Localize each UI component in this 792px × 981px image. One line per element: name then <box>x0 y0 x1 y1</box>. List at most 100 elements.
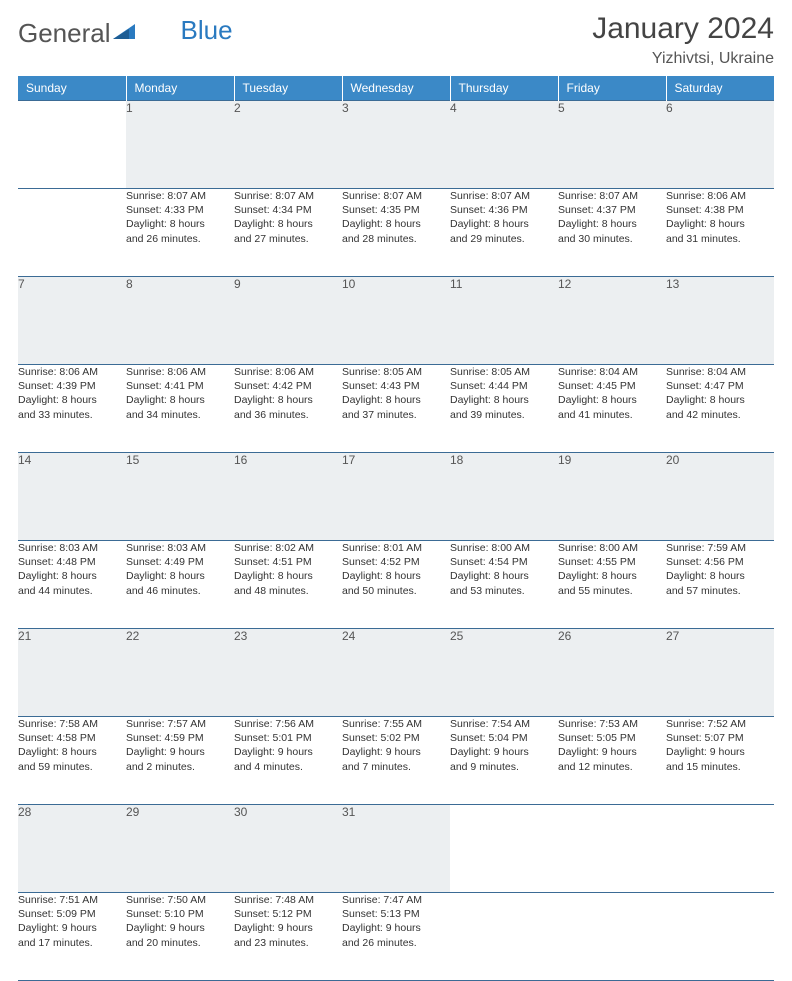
sunrise-text: Sunrise: 8:06 AM <box>126 365 234 379</box>
daylight-text-2: and 33 minutes. <box>18 408 126 422</box>
daylight-text-1: Daylight: 8 hours <box>666 217 774 231</box>
daylight-text-1: Daylight: 9 hours <box>558 745 666 759</box>
daylight-text-1: Daylight: 8 hours <box>558 569 666 583</box>
day-cell: Sunrise: 8:01 AMSunset: 4:52 PMDaylight:… <box>342 541 450 629</box>
sunrise-text: Sunrise: 8:01 AM <box>342 541 450 555</box>
daylight-text-1: Daylight: 8 hours <box>450 569 558 583</box>
weekday-header: Sunday <box>18 76 126 101</box>
weekday-header: Wednesday <box>342 76 450 101</box>
day-cell: Sunrise: 8:04 AMSunset: 4:47 PMDaylight:… <box>666 365 774 453</box>
sunset-text: Sunset: 4:34 PM <box>234 203 342 217</box>
daylight-text-1: Daylight: 8 hours <box>234 217 342 231</box>
daylight-text-1: Daylight: 8 hours <box>18 393 126 407</box>
daylight-text-2: and 39 minutes. <box>450 408 558 422</box>
sunrise-text: Sunrise: 8:04 AM <box>558 365 666 379</box>
sunset-text: Sunset: 4:49 PM <box>126 555 234 569</box>
day-cell: Sunrise: 8:07 AMSunset: 4:35 PMDaylight:… <box>342 189 450 277</box>
sunrise-text: Sunrise: 8:03 AM <box>18 541 126 555</box>
day-cell: Sunrise: 8:05 AMSunset: 4:43 PMDaylight:… <box>342 365 450 453</box>
weekday-header: Saturday <box>666 76 774 101</box>
day-number: 25 <box>450 629 558 717</box>
day-cell: Sunrise: 8:06 AMSunset: 4:42 PMDaylight:… <box>234 365 342 453</box>
day-number: 1 <box>126 101 234 189</box>
sunset-text: Sunset: 4:58 PM <box>18 731 126 745</box>
sunset-text: Sunset: 4:33 PM <box>126 203 234 217</box>
day-number: 29 <box>126 805 234 893</box>
sunset-text: Sunset: 4:43 PM <box>342 379 450 393</box>
brand-text-1: General <box>18 18 111 49</box>
brand-text-2: Blue <box>181 15 233 46</box>
daylight-text-2: and 26 minutes. <box>126 232 234 246</box>
day-number <box>18 101 126 189</box>
day-cell: Sunrise: 8:03 AMSunset: 4:49 PMDaylight:… <box>126 541 234 629</box>
day-cell: Sunrise: 8:02 AMSunset: 4:51 PMDaylight:… <box>234 541 342 629</box>
day-number: 8 <box>126 277 234 365</box>
daylight-text-2: and 46 minutes. <box>126 584 234 598</box>
day-cell: Sunrise: 8:04 AMSunset: 4:45 PMDaylight:… <box>558 365 666 453</box>
sunset-text: Sunset: 4:37 PM <box>558 203 666 217</box>
sunrise-text: Sunrise: 8:06 AM <box>18 365 126 379</box>
daylight-text-2: and 17 minutes. <box>18 936 126 950</box>
day-cell: Sunrise: 8:00 AMSunset: 4:55 PMDaylight:… <box>558 541 666 629</box>
day-cell: Sunrise: 8:07 AMSunset: 4:37 PMDaylight:… <box>558 189 666 277</box>
sunrise-text: Sunrise: 8:04 AM <box>666 365 774 379</box>
daylight-text-2: and 31 minutes. <box>666 232 774 246</box>
day-number: 27 <box>666 629 774 717</box>
sunset-text: Sunset: 5:04 PM <box>450 731 558 745</box>
day-cell: Sunrise: 7:54 AMSunset: 5:04 PMDaylight:… <box>450 717 558 805</box>
daylight-text-1: Daylight: 8 hours <box>18 745 126 759</box>
day-cell: Sunrise: 7:51 AMSunset: 5:09 PMDaylight:… <box>18 893 126 981</box>
sunset-text: Sunset: 5:02 PM <box>342 731 450 745</box>
daylight-text-2: and 48 minutes. <box>234 584 342 598</box>
sunset-text: Sunset: 4:44 PM <box>450 379 558 393</box>
day-number: 4 <box>450 101 558 189</box>
day-cell: Sunrise: 8:03 AMSunset: 4:48 PMDaylight:… <box>18 541 126 629</box>
day-number: 14 <box>18 453 126 541</box>
sunrise-text: Sunrise: 7:55 AM <box>342 717 450 731</box>
daylight-text-2: and 50 minutes. <box>342 584 450 598</box>
daylight-text-1: Daylight: 8 hours <box>126 569 234 583</box>
daylight-text-2: and 34 minutes. <box>126 408 234 422</box>
day-number: 12 <box>558 277 666 365</box>
sunset-text: Sunset: 4:45 PM <box>558 379 666 393</box>
daylight-text-1: Daylight: 9 hours <box>18 921 126 935</box>
day-cell: Sunrise: 7:53 AMSunset: 5:05 PMDaylight:… <box>558 717 666 805</box>
day-number: 31 <box>342 805 450 893</box>
day-cell: Sunrise: 7:58 AMSunset: 4:58 PMDaylight:… <box>18 717 126 805</box>
day-cell: Sunrise: 7:52 AMSunset: 5:07 PMDaylight:… <box>666 717 774 805</box>
daylight-text-1: Daylight: 8 hours <box>342 569 450 583</box>
daylight-text-2: and 27 minutes. <box>234 232 342 246</box>
sunrise-text: Sunrise: 7:50 AM <box>126 893 234 907</box>
day-cell: Sunrise: 8:06 AMSunset: 4:41 PMDaylight:… <box>126 365 234 453</box>
day-cell: Sunrise: 7:50 AMSunset: 5:10 PMDaylight:… <box>126 893 234 981</box>
daylight-text-2: and 53 minutes. <box>450 584 558 598</box>
daylight-text-1: Daylight: 8 hours <box>126 393 234 407</box>
day-number: 3 <box>342 101 450 189</box>
sunset-text: Sunset: 4:42 PM <box>234 379 342 393</box>
day-number <box>666 805 774 893</box>
day-number: 17 <box>342 453 450 541</box>
daylight-text-2: and 2 minutes. <box>126 760 234 774</box>
sunrise-text: Sunrise: 8:00 AM <box>450 541 558 555</box>
day-number: 23 <box>234 629 342 717</box>
sunset-text: Sunset: 5:10 PM <box>126 907 234 921</box>
sunrise-text: Sunrise: 7:53 AM <box>558 717 666 731</box>
day-number: 2 <box>234 101 342 189</box>
weekday-header: Tuesday <box>234 76 342 101</box>
day-cell <box>666 893 774 981</box>
day-number: 15 <box>126 453 234 541</box>
day-cell: Sunrise: 8:07 AMSunset: 4:34 PMDaylight:… <box>234 189 342 277</box>
day-number <box>450 805 558 893</box>
day-number: 9 <box>234 277 342 365</box>
sunset-text: Sunset: 4:54 PM <box>450 555 558 569</box>
sunset-text: Sunset: 4:36 PM <box>450 203 558 217</box>
daylight-text-1: Daylight: 8 hours <box>558 393 666 407</box>
daylight-text-1: Daylight: 8 hours <box>450 393 558 407</box>
day-number: 18 <box>450 453 558 541</box>
sunrise-text: Sunrise: 8:07 AM <box>126 189 234 203</box>
daylight-text-1: Daylight: 8 hours <box>558 217 666 231</box>
sunrise-text: Sunrise: 7:57 AM <box>126 717 234 731</box>
day-cell: Sunrise: 8:06 AMSunset: 4:39 PMDaylight:… <box>18 365 126 453</box>
daylight-text-2: and 42 minutes. <box>666 408 774 422</box>
daylight-text-1: Daylight: 8 hours <box>450 217 558 231</box>
